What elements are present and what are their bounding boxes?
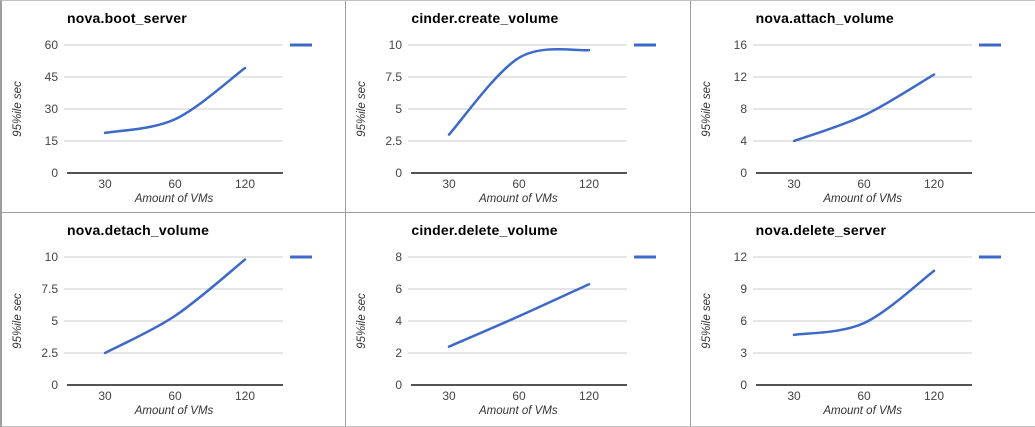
y-axis-title: 95%ile sec [12, 293, 24, 349]
y-tick-label: 15 [45, 134, 59, 148]
x-tick-label: 60 [857, 177, 871, 191]
x-axis-title: Amount of VMs [823, 405, 902, 417]
y-tick-label: 0 [51, 378, 58, 392]
legend-line-marker [634, 255, 657, 259]
legend-line-marker [978, 255, 1001, 259]
y-axis-title: 95%ile sec [700, 293, 713, 349]
line-chart: 0 2 4 6 8 30 60 120 [396, 250, 657, 403]
panel-cinder-delete-volume: 0 2 4 6 8 30 60 120 cinder.delete_volume 95%ile… [346, 213, 691, 426]
y-tick-label: 0 [396, 378, 403, 392]
data-line [792, 269, 935, 337]
x-axis-title: Amount of VMs [134, 405, 214, 417]
x-axis-title: Amount of VMs [479, 193, 558, 205]
x-tick-label: 60 [513, 389, 527, 403]
y-tick-label: 16 [733, 38, 747, 52]
y-tick-label: 4 [740, 134, 747, 148]
line-chart: 0 15 30 45 60 30 60 120 [45, 38, 312, 191]
y-tick-label: 4 [396, 314, 403, 328]
x-tick-label: 30 [98, 389, 112, 403]
y-tick-label: 0 [396, 166, 403, 180]
x-tick-label: 120 [579, 389, 599, 403]
y-axis-title: 95%ile sec [356, 293, 369, 349]
panel-nova-attach-volume: 0 4 8 12 16 30 60 120 nova.attach_volume 95%ile… [690, 1, 1035, 213]
data-line [448, 47, 591, 136]
legend-line-marker [634, 43, 657, 47]
chart-title: nova.boot_server [67, 10, 187, 26]
x-tick-label: 120 [924, 389, 944, 403]
y-tick-label: 0 [740, 166, 747, 180]
y-axis-title: 95%ile sec [700, 81, 713, 137]
x-tick-label: 60 [168, 389, 182, 403]
data-line [792, 73, 935, 143]
chart-title: nova.detach_volume [67, 222, 210, 238]
y-tick-label: 6 [740, 314, 747, 328]
x-tick-label: 120 [235, 389, 255, 403]
x-tick-label: 60 [857, 389, 871, 403]
x-tick-label: 60 [168, 177, 182, 191]
line-chart: 0 4 8 12 16 30 60 120 [733, 38, 1001, 191]
y-tick-label: 8 [740, 102, 747, 116]
panel-nova-detach-volume: 0 2.5 5 7.5 10 30 60 120 nova.detach_volume 95%… [2, 213, 347, 426]
x-axis-title: Amount of VMs [134, 193, 214, 205]
x-tick-label: 120 [924, 177, 944, 191]
y-tick-label: 8 [396, 250, 403, 264]
y-tick-label: 3 [740, 346, 747, 360]
panel-cinder-create-volume: 0 2.5 5 7.5 10 30 60 120 cinder.create_volume 9… [346, 1, 691, 213]
y-tick-label: 5 [396, 102, 403, 116]
y-tick-label: 10 [45, 250, 59, 264]
y-axis-title: 95%ile sec [12, 81, 24, 137]
line-chart: 0 2.5 5 7.5 10 30 60 120 [41, 250, 312, 403]
y-tick-label: 0 [740, 378, 747, 392]
panel-nova-boot-server: 0 15 30 45 60 30 60 120 nova.boot_server 95%ile… [2, 1, 347, 213]
chart-title: cinder.create_volume [411, 10, 559, 26]
legend-line-marker [978, 43, 1001, 47]
y-tick-label: 30 [45, 102, 59, 116]
line-chart: 0 2.5 5 7.5 10 30 60 120 [386, 38, 657, 191]
chart-title: nova.delete_server [755, 222, 887, 238]
y-tick-label: 7.5 [41, 282, 58, 296]
y-tick-label: 2.5 [386, 134, 403, 148]
y-tick-label: 12 [733, 70, 747, 84]
panel-nova-delete-server: 0 3 6 9 12 30 60 120 nova.delete_server 95%ile … [691, 213, 1035, 426]
chart-title: nova.attach_volume [755, 10, 894, 26]
x-tick-label: 60 [513, 177, 527, 191]
legend-line-marker [290, 255, 312, 259]
y-tick-label: 9 [740, 282, 747, 296]
y-tick-label: 7.5 [386, 70, 403, 84]
y-tick-label: 10 [389, 38, 403, 52]
y-tick-label: 12 [733, 250, 747, 264]
x-tick-label: 30 [443, 389, 457, 403]
y-tick-label: 5 [51, 314, 58, 328]
x-tick-label: 30 [787, 177, 801, 191]
y-tick-label: 6 [396, 282, 403, 296]
y-tick-label: 2 [396, 346, 403, 360]
data-line [448, 282, 591, 348]
x-tick-label: 120 [235, 177, 255, 191]
y-tick-label: 45 [45, 70, 59, 84]
data-line [103, 258, 247, 355]
x-tick-label: 120 [579, 177, 599, 191]
data-line [103, 66, 247, 135]
y-tick-label: 60 [45, 38, 59, 52]
chart-title: cinder.delete_volume [411, 222, 558, 238]
y-axis-title: 95%ile sec [356, 81, 369, 137]
x-axis-title: Amount of VMs [479, 405, 558, 417]
x-axis-title: Amount of VMs [823, 193, 902, 205]
x-tick-label: 30 [787, 389, 801, 403]
legend-line-marker [290, 43, 312, 47]
line-chart: 0 3 6 9 12 30 60 120 [733, 250, 1001, 403]
y-tick-label: 0 [51, 166, 58, 180]
x-tick-label: 30 [443, 177, 457, 191]
y-tick-label: 2.5 [41, 346, 58, 360]
x-tick-label: 30 [98, 177, 112, 191]
